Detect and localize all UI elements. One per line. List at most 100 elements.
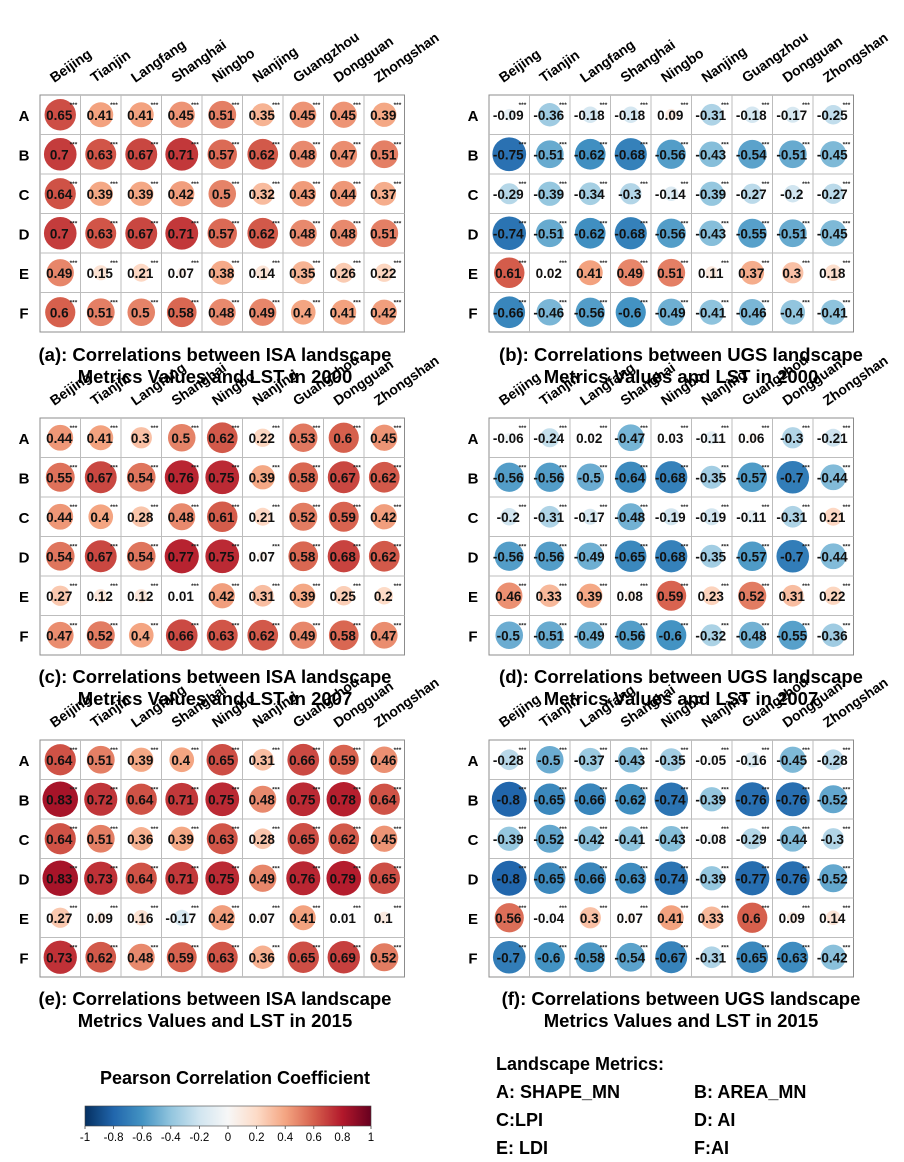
correlation-circle: [655, 540, 688, 573]
significance-mark: ***: [640, 260, 648, 267]
significance-mark: ***: [600, 543, 608, 550]
significance-mark: ***: [272, 141, 280, 148]
correlation-value: 0.07: [617, 911, 643, 926]
correlation-circle: [169, 747, 195, 773]
caption-line-1: (b): Correlations between UGS landscape: [499, 344, 863, 365]
significance-mark: ***: [600, 141, 608, 148]
correlation-value: 0.7: [50, 226, 69, 241]
significance-mark: ***: [721, 944, 729, 951]
correlation-value: -0.32: [695, 628, 726, 643]
significance-mark: ***: [232, 181, 240, 188]
correlation-circle: [93, 265, 109, 281]
correlation-circle: [205, 460, 240, 495]
correlation-circle: [780, 299, 806, 325]
correlation-circle: [493, 296, 526, 329]
significance-mark: ***: [313, 299, 321, 306]
correlation-value: 0.63: [87, 226, 114, 241]
correlation-value: 0.31: [249, 589, 276, 604]
correlation-circle: [165, 216, 199, 250]
significance-mark: ***: [191, 826, 199, 833]
significance-mark: ***: [313, 141, 321, 148]
significance-mark: ***: [272, 786, 280, 793]
correlation-circle: [255, 265, 271, 281]
correlation-value: 0.62: [370, 470, 396, 485]
correlation-circle: [207, 501, 238, 532]
correlation-value: 0.62: [370, 549, 396, 564]
significance-mark: ***: [272, 583, 280, 590]
significance-mark: ***: [232, 141, 240, 148]
significance-mark: ***: [843, 543, 851, 550]
metrics-legend-item-d: D: AI: [694, 1110, 736, 1130]
correlation-value: -0.56: [533, 470, 564, 485]
significance-mark: ***: [640, 299, 648, 306]
correlation-value: 0.44: [46, 510, 73, 525]
correlation-circle: [576, 463, 605, 492]
significance-mark: ***: [600, 865, 608, 872]
significance-mark: ***: [559, 181, 567, 188]
significance-mark: ***: [232, 425, 240, 432]
significance-mark: ***: [353, 464, 361, 471]
correlation-value: 0.83: [46, 792, 73, 807]
correlation-circle: [45, 541, 75, 571]
correlation-circle: [820, 464, 847, 491]
correlation-panel-d: BeijingTianjinLangfangShanghaiNingboNanj…: [468, 351, 891, 656]
correlation-circle: [166, 297, 197, 328]
correlation-value: 0.42: [168, 187, 194, 202]
significance-mark: ***: [600, 747, 608, 754]
significance-mark: ***: [559, 260, 567, 267]
significance-mark: ***: [721, 583, 729, 590]
correlation-circle: [622, 106, 640, 124]
correlation-circle: [820, 944, 846, 970]
correlation-circle: [823, 183, 844, 204]
significance-mark: ***: [519, 504, 527, 511]
correlation-circle: [737, 902, 768, 933]
row-label-e: E: [19, 911, 29, 928]
correlation-circle: [330, 140, 358, 168]
correlation-circle: [291, 583, 316, 608]
caption-panel-c: (c): Correlations between ISA landscape …: [0, 666, 430, 710]
correlation-circle: [330, 180, 357, 207]
significance-mark: ***: [640, 905, 648, 912]
correlation-circle: [618, 826, 644, 852]
significance-mark: ***: [519, 102, 527, 109]
correlation-circle: [625, 590, 637, 602]
significance-mark: ***: [313, 260, 321, 267]
correlation-value: 0.51: [87, 305, 114, 320]
correlation-value: -0.62: [574, 147, 605, 162]
significance-mark: ***: [151, 826, 159, 833]
significance-mark: ***: [70, 504, 78, 511]
correlation-value: 0.76: [168, 470, 195, 485]
correlation-value: 0.14: [819, 911, 846, 926]
correlation-value: -0.56: [493, 549, 524, 564]
correlation-value: -0.68: [614, 147, 645, 162]
correlation-circle: [657, 258, 686, 287]
correlation-value: 0.57: [208, 226, 234, 241]
correlation-value: -0.65: [614, 549, 645, 564]
correlation-value: 0.71: [168, 792, 195, 807]
correlation-circle: [84, 782, 118, 816]
correlation-circle: [164, 539, 199, 574]
significance-mark: ***: [394, 102, 402, 109]
significance-mark: ***: [681, 622, 689, 629]
significance-mark: ***: [721, 622, 729, 629]
significance-mark: ***: [843, 260, 851, 267]
significance-mark: ***: [272, 747, 280, 754]
correlation-circle: [615, 540, 647, 572]
significance-mark: ***: [640, 220, 648, 227]
correlation-value: 0.69: [330, 950, 356, 965]
correlation-value: 0.64: [370, 792, 397, 807]
significance-mark: ***: [600, 583, 608, 590]
correlation-circle: [286, 861, 321, 896]
caption-line-2: Metrics Values and LST in 2000: [77, 366, 353, 387]
correlation-circle: [328, 744, 359, 775]
correlation-value: 0.31: [249, 753, 276, 768]
correlation-circle: [492, 940, 526, 974]
correlation-circle: [88, 504, 114, 530]
correlation-value: 0.39: [249, 470, 275, 485]
correlation-circle: [657, 298, 685, 326]
significance-mark: ***: [519, 220, 527, 227]
correlation-circle: [173, 909, 190, 926]
correlation-panel-a: BeijingTianjinLangfangShanghaiNingboNanj…: [19, 28, 442, 333]
correlation-value: -0.16: [736, 753, 767, 768]
significance-mark: ***: [191, 905, 199, 912]
